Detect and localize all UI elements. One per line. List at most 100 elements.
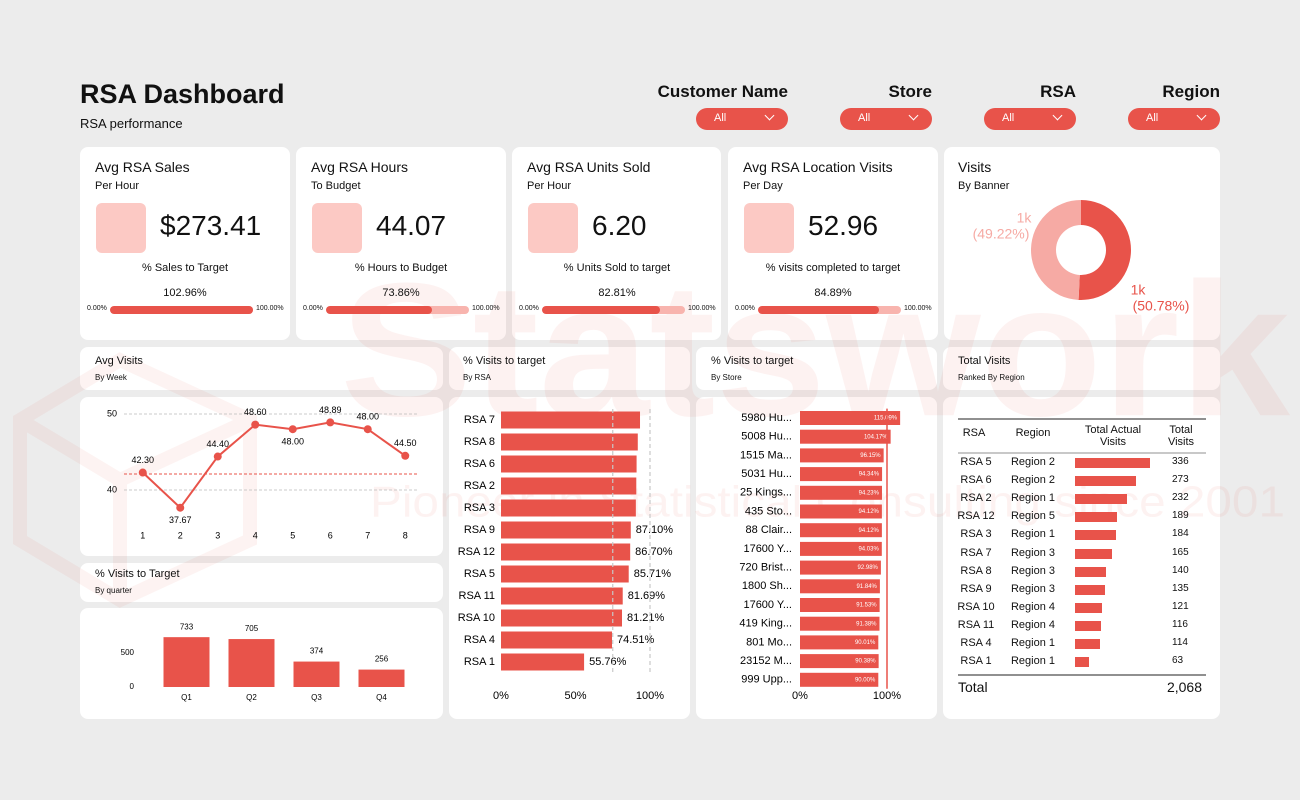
filter-dropdown[interactable]: All bbox=[1128, 108, 1220, 130]
category-label: 1800 Sh... bbox=[742, 580, 792, 592]
kpi-value: 52.96 bbox=[808, 210, 879, 241]
table-bar bbox=[1075, 458, 1150, 468]
data-label: 90.00% bbox=[855, 677, 876, 683]
data-label: 48.00 bbox=[356, 412, 379, 422]
progress-fill bbox=[326, 306, 432, 314]
filter-dropdown[interactable]: All bbox=[984, 108, 1076, 130]
x-tick-label: 100% bbox=[873, 690, 901, 702]
table-cell: 114 bbox=[1172, 637, 1188, 648]
bar bbox=[800, 448, 884, 463]
table-header: Total Actual Visits bbox=[1084, 424, 1142, 448]
card bbox=[80, 397, 443, 556]
table-cell: RSA 5 bbox=[960, 456, 992, 468]
bar bbox=[800, 485, 882, 500]
chevron bbox=[908, 110, 919, 121]
data-label: 55.76% bbox=[589, 656, 627, 668]
data-label: 96.15% bbox=[860, 453, 881, 459]
card bbox=[80, 347, 443, 390]
x-tick-label: 5 bbox=[290, 530, 295, 540]
table-bar bbox=[1075, 566, 1107, 577]
data-label: 37.67 bbox=[169, 515, 192, 525]
data-label: 90.01% bbox=[855, 640, 876, 646]
line-point bbox=[213, 452, 222, 461]
progress-track bbox=[110, 306, 253, 314]
x-tick-label: Q4 bbox=[376, 693, 387, 702]
data-label: 374 bbox=[310, 647, 324, 656]
table-cell: 189 bbox=[1172, 510, 1189, 522]
bar bbox=[501, 653, 585, 671]
filter-value: All bbox=[1002, 112, 1015, 124]
table-cell: RSA 2 bbox=[960, 492, 992, 505]
y-tick-label: 0 bbox=[130, 682, 135, 691]
category-label: 999 Upp... bbox=[741, 674, 792, 686]
data-label: 94.23% bbox=[859, 490, 880, 496]
x-tick-label: 1 bbox=[140, 530, 145, 540]
kpi-subtitle: To Budget bbox=[311, 180, 361, 192]
category-label: 419 King... bbox=[739, 618, 792, 630]
category-label: RSA 9 bbox=[464, 524, 495, 536]
kpi-title: Avg RSA Units Sold bbox=[527, 159, 651, 175]
table-cell: 63 bbox=[1172, 655, 1184, 667]
table-cell: Region 4 bbox=[1010, 600, 1056, 613]
filter-value: All bbox=[1146, 112, 1159, 124]
category-label: 435 Sto... bbox=[745, 505, 792, 517]
table-cell: Region 4 bbox=[1010, 618, 1056, 631]
bar bbox=[800, 616, 880, 631]
table-cell: 140 bbox=[1172, 564, 1189, 576]
table-cell: Region 1 bbox=[1010, 655, 1056, 668]
table-cell: 232 bbox=[1172, 492, 1189, 504]
data-label: 90.38% bbox=[855, 659, 876, 665]
bar bbox=[501, 521, 631, 539]
bar bbox=[501, 587, 623, 605]
line-point bbox=[326, 418, 335, 427]
line-point bbox=[401, 451, 410, 460]
chart-title: % Visits to target bbox=[463, 355, 546, 367]
category-label: 720 Brist... bbox=[739, 562, 792, 574]
category-label: RSA 10 bbox=[458, 612, 495, 624]
table-total-label: Total bbox=[958, 679, 988, 695]
kpi-metric: % visits completed to target bbox=[765, 262, 901, 274]
data-label: 733 bbox=[180, 622, 194, 631]
table-cell: 121 bbox=[1172, 600, 1189, 612]
filter-dropdown[interactable]: All bbox=[840, 108, 932, 130]
bar bbox=[228, 639, 275, 687]
table-cell: 336 bbox=[1172, 456, 1189, 467]
kpi-range-max: 100.00% bbox=[904, 305, 932, 312]
category-label: RSA 4 bbox=[464, 634, 495, 646]
card bbox=[80, 563, 443, 602]
table-cell: RSA 7 bbox=[960, 546, 992, 559]
category-label: 88 Clair... bbox=[746, 524, 792, 536]
bar bbox=[358, 669, 405, 687]
category-label: RSA 3 bbox=[464, 502, 495, 514]
table-cell: RSA 8 bbox=[960, 564, 992, 577]
x-tick-label: 100% bbox=[636, 690, 664, 702]
table-cell: Region 3 bbox=[1010, 546, 1056, 559]
filter-dropdown[interactable]: All bbox=[696, 108, 788, 130]
data-label: 115.09% bbox=[874, 416, 898, 422]
x-tick-label: 50% bbox=[564, 690, 586, 702]
line-point bbox=[363, 425, 372, 434]
table-header: Region bbox=[1015, 427, 1051, 439]
progress-track bbox=[542, 306, 685, 314]
progress-fill bbox=[542, 306, 661, 314]
bar bbox=[800, 560, 881, 575]
bar bbox=[501, 499, 636, 517]
card bbox=[449, 347, 690, 390]
chevron bbox=[764, 110, 775, 121]
table-cell: RSA 4 bbox=[960, 637, 992, 649]
card bbox=[696, 347, 937, 390]
kpi-subtitle: Per Hour bbox=[527, 180, 572, 192]
chart-subtitle: By quarter bbox=[95, 586, 132, 595]
category-label: RSA 1 bbox=[464, 656, 495, 668]
bar bbox=[501, 631, 613, 649]
category-label: RSA 2 bbox=[464, 480, 495, 492]
table-cell: RSA 11 bbox=[957, 618, 995, 631]
chart-subtitle: By Store bbox=[711, 373, 742, 382]
x-tick-label: 7 bbox=[365, 530, 370, 540]
table-cell: 135 bbox=[1172, 582, 1189, 594]
table-bar bbox=[1075, 494, 1127, 505]
x-tick-label: Q1 bbox=[181, 693, 192, 702]
kpi-range-max: 100.00% bbox=[688, 305, 716, 312]
kpi-metric: % Sales to Target bbox=[141, 262, 228, 274]
chart-subtitle: By RSA bbox=[463, 373, 492, 382]
